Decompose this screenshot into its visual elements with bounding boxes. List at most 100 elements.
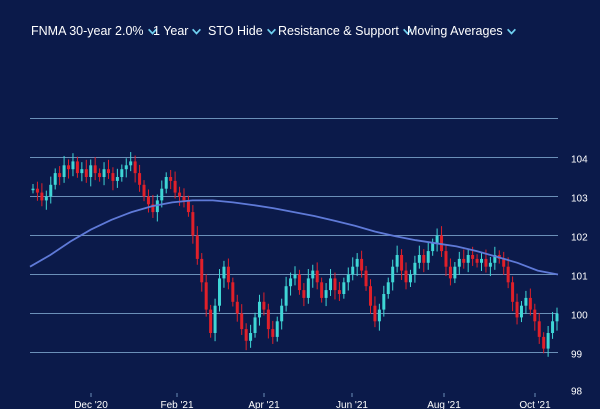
candle-body (515, 301, 519, 318)
candle-body (480, 258, 484, 263)
candle-body (448, 266, 452, 279)
candle-body (391, 266, 395, 283)
y-tick-label: 100 (571, 311, 588, 322)
resistance-support-dropdown[interactable]: Resistance & Support (278, 22, 413, 40)
resistance-support-label: Resistance & Support (278, 24, 399, 38)
candle-body (506, 266, 510, 283)
candle-body (395, 255, 399, 267)
candle-body (40, 192, 44, 201)
candle-body (373, 305, 377, 322)
candle-body (284, 286, 288, 306)
candle-body (266, 309, 270, 330)
y-tick-label: 98 (571, 387, 583, 398)
candle-body (186, 200, 190, 213)
candle-body (431, 243, 435, 252)
candle-body (75, 161, 79, 174)
candle-body (71, 161, 75, 170)
y-tick-label: 104 (571, 155, 588, 166)
candle-body (320, 282, 324, 298)
candle-body (209, 309, 213, 333)
candle-body (240, 313, 244, 330)
candle-body (311, 270, 315, 279)
candle-body (413, 262, 417, 275)
y-axis-labels: 104 103 102 101 100 99 98 (571, 155, 588, 398)
candle-body (191, 212, 195, 236)
candle-body (257, 301, 261, 318)
candle-body (400, 255, 404, 271)
candle-body (84, 169, 88, 177)
x-axis-labels: Dec '20 Feb '21 Apr '21 Jun '21 Aug '21 Oct '… (74, 393, 551, 409)
candle-body (524, 297, 528, 306)
candle-body (364, 270, 368, 287)
x-tick-label: Jun '21 (336, 400, 368, 409)
candle-body (93, 165, 97, 174)
candle-body (244, 329, 248, 341)
instrument-dropdown[interactable]: FNMA 30-year 2.0% (31, 22, 158, 40)
grid (30, 118, 558, 353)
candle-body (49, 184, 53, 197)
candle-body (249, 333, 253, 341)
candle-body (226, 266, 230, 283)
chevron-down-icon (506, 28, 516, 35)
candle-body (329, 278, 333, 291)
candle-body (293, 274, 297, 279)
candle-body (44, 196, 48, 201)
candle-body (484, 258, 488, 267)
candle-body (475, 258, 479, 263)
candle-body (160, 188, 164, 201)
candle-body (302, 290, 306, 298)
candle-body (471, 255, 475, 259)
candle-body (275, 321, 279, 337)
candle-body (67, 165, 71, 170)
range-label: 1 Year (153, 24, 189, 38)
candle-body (31, 188, 35, 191)
candle-body (533, 309, 537, 322)
candle-body (542, 336, 546, 349)
candle-body (546, 333, 550, 349)
candle-body (58, 173, 62, 177)
chevron-down-icon (147, 28, 157, 35)
candle-body (382, 294, 386, 310)
y-tick-label: 102 (571, 233, 588, 244)
candle-body (360, 258, 364, 271)
candle-body (111, 173, 115, 181)
candle-body (457, 258, 461, 267)
candle-body (333, 278, 337, 291)
candle-body (133, 161, 137, 174)
candle-body (346, 274, 350, 283)
range-dropdown[interactable]: 1 Year (153, 22, 202, 40)
candle-body (417, 255, 421, 263)
candle-body (351, 266, 355, 275)
candle-body (502, 258, 506, 267)
candle-body (98, 173, 102, 177)
candle-body (235, 301, 239, 314)
candle-body (519, 305, 523, 318)
candle-body (155, 200, 159, 213)
candle-body (342, 282, 346, 294)
candle-body (271, 329, 275, 337)
candle-body (297, 274, 301, 291)
candle-body (102, 169, 106, 177)
chevron-down-icon (266, 28, 276, 35)
y-tick-label: 103 (571, 194, 588, 205)
moving-average-path (29, 199, 559, 276)
x-tick-label: Dec '20 (74, 400, 108, 409)
candle-body (204, 282, 208, 310)
sto-dropdown[interactable]: STO Hide (208, 22, 277, 40)
candle-body (528, 297, 532, 310)
x-tick-label: Oct '21 (519, 400, 551, 409)
x-tick-label: Feb '21 (160, 400, 193, 409)
candle-body (115, 177, 119, 181)
moving-averages-dropdown[interactable]: Moving Averages (407, 22, 517, 40)
candle-body (169, 177, 173, 181)
candle-body (195, 235, 199, 259)
candle-body (53, 173, 57, 185)
candle-body (426, 251, 430, 263)
candle-body (324, 290, 328, 298)
candle-body (80, 169, 84, 174)
candle-body (151, 204, 155, 213)
candle-body (404, 270, 408, 283)
instrument-label: FNMA 30-year 2.0% (31, 24, 144, 38)
candle-body (89, 165, 93, 177)
